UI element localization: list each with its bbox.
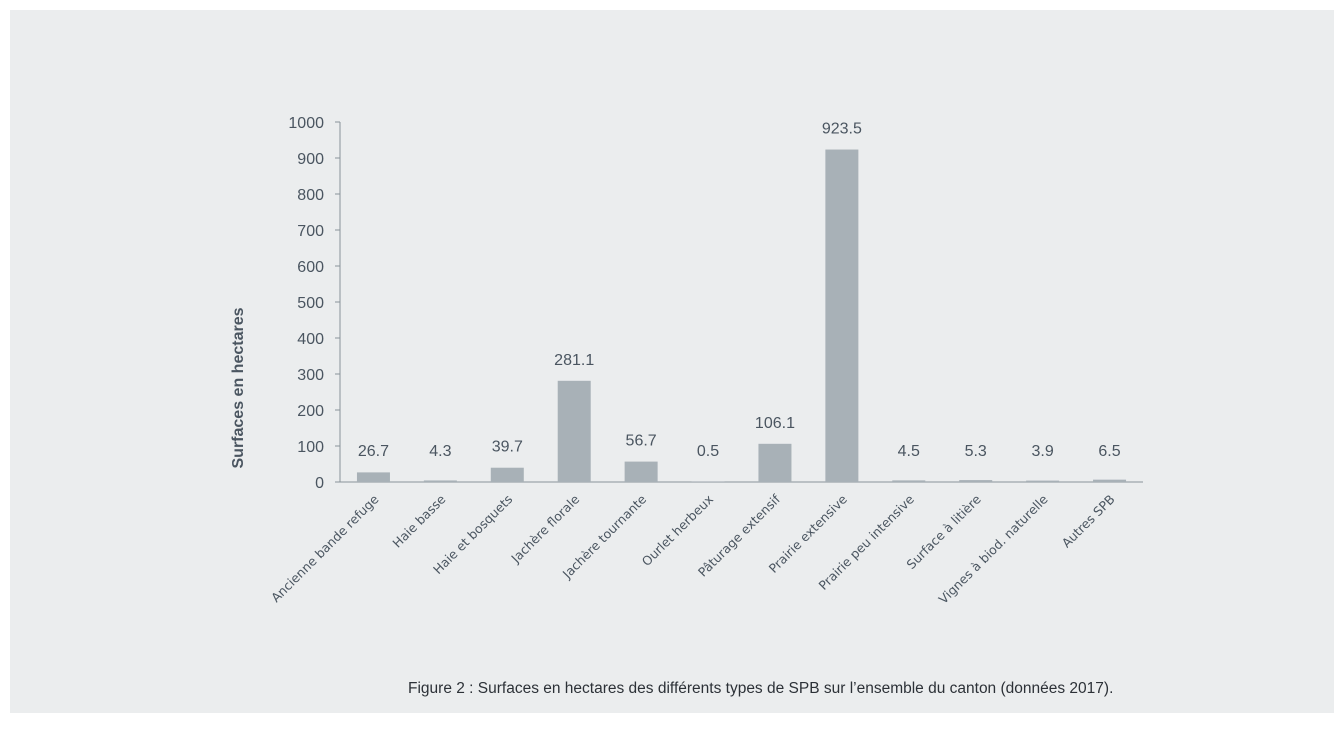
data-labels: 26.7 4.3 39.7 281.1 56.7 0.5 106.1 923.5 4.5 5.3 3…	[358, 121, 1121, 460]
bar	[959, 480, 993, 482]
x-tick-label: Autres SPB	[1059, 492, 1118, 551]
y-tick-label: 900	[297, 151, 324, 168]
y-tick-label: 0	[315, 475, 324, 492]
bar	[1093, 479, 1127, 482]
y-axis: 0 100 200 300 400 500 600 700 800 900 1000	[288, 115, 341, 492]
x-tick-label: Vignes à biod. naturelle	[936, 491, 1051, 606]
data-label: 281.1	[554, 352, 594, 369]
y-tick-label: 200	[297, 403, 324, 420]
data-label: 6.5	[1098, 443, 1120, 460]
data-label: 4.3	[429, 443, 451, 460]
bar	[1026, 480, 1060, 482]
y-tick-label: 100	[297, 439, 324, 456]
data-label: 3.9	[1032, 443, 1054, 460]
bar	[624, 461, 658, 482]
bar	[557, 380, 591, 482]
y-tick-label: 500	[297, 295, 324, 312]
bar	[758, 443, 792, 482]
y-tick-label: 600	[297, 259, 324, 276]
x-tick-label: Jachère florale	[507, 491, 582, 566]
bar	[356, 472, 390, 482]
figure-caption: Figure 2 : Surfaces en hectares des diff…	[408, 680, 1114, 697]
bar	[490, 467, 524, 482]
data-label: 106.1	[755, 415, 795, 432]
data-label: 0.5	[697, 443, 719, 460]
chart-panel	[10, 10, 1334, 713]
y-tick-label: 1000	[288, 115, 324, 132]
data-label: 26.7	[358, 443, 389, 460]
data-label: 39.7	[492, 439, 523, 456]
x-tick-label: Ancienne bande refuge	[268, 491, 382, 605]
bar	[423, 480, 457, 482]
x-tick-label: Haie basse	[389, 491, 448, 550]
data-label: 4.5	[898, 443, 920, 460]
bar	[691, 481, 725, 482]
y-tick-label: 800	[297, 187, 324, 204]
y-axis-title: Surfaces en hectares	[230, 307, 247, 468]
y-tick-label: 700	[297, 223, 324, 240]
y-tick-label: 400	[297, 331, 324, 348]
data-label: 5.3	[965, 443, 987, 460]
bar	[825, 149, 859, 483]
y-tick-label: 300	[297, 367, 324, 384]
bars	[356, 149, 1127, 483]
data-label: 56.7	[626, 433, 657, 450]
data-label: 923.5	[822, 121, 862, 138]
bar	[892, 480, 926, 482]
x-tick-label: Ourlet herbeux	[639, 492, 717, 570]
